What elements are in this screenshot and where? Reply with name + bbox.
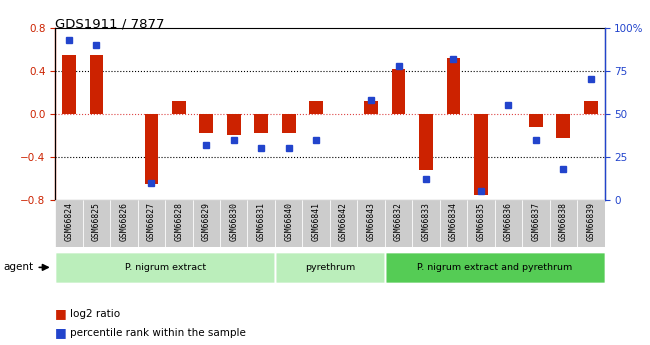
Bar xyxy=(55,252,275,283)
Text: ■: ■ xyxy=(55,307,67,321)
Text: P. nigrum extract: P. nigrum extract xyxy=(125,263,205,272)
Text: GSM66831: GSM66831 xyxy=(257,203,266,242)
Bar xyxy=(385,252,604,283)
Bar xyxy=(358,200,385,247)
Text: GSM66837: GSM66837 xyxy=(531,203,540,242)
Bar xyxy=(165,200,192,247)
Bar xyxy=(529,114,543,127)
Bar xyxy=(522,200,550,247)
Bar xyxy=(227,114,240,136)
Bar xyxy=(385,200,412,247)
Text: GDS1911 / 7877: GDS1911 / 7877 xyxy=(55,17,164,30)
Bar xyxy=(55,252,275,283)
Bar xyxy=(439,200,467,247)
Text: GSM66834: GSM66834 xyxy=(449,203,458,242)
Bar xyxy=(254,114,268,133)
Bar xyxy=(385,252,604,283)
Text: GSM66827: GSM66827 xyxy=(147,203,156,242)
Bar xyxy=(330,200,358,247)
Bar xyxy=(419,114,433,170)
Text: GSM66826: GSM66826 xyxy=(120,203,129,242)
Text: agent: agent xyxy=(3,263,33,272)
Bar xyxy=(275,252,385,283)
Text: GSM66843: GSM66843 xyxy=(367,203,376,242)
Bar xyxy=(275,252,385,283)
Bar xyxy=(192,200,220,247)
Bar xyxy=(556,114,570,138)
Text: GSM66833: GSM66833 xyxy=(421,203,430,242)
Text: GSM66840: GSM66840 xyxy=(284,203,293,242)
Bar xyxy=(200,114,213,133)
Text: GSM66832: GSM66832 xyxy=(394,203,403,242)
Bar xyxy=(138,200,165,247)
Text: GSM66842: GSM66842 xyxy=(339,203,348,242)
Text: GSM66836: GSM66836 xyxy=(504,203,513,242)
Text: GSM66825: GSM66825 xyxy=(92,203,101,242)
Bar xyxy=(144,114,158,184)
Bar xyxy=(220,200,248,247)
Bar xyxy=(550,200,577,247)
Bar xyxy=(309,101,323,114)
Bar xyxy=(275,200,302,247)
Text: GSM66838: GSM66838 xyxy=(559,203,568,242)
Bar xyxy=(248,200,275,247)
Bar xyxy=(172,101,186,114)
Text: GSM66830: GSM66830 xyxy=(229,203,239,242)
Bar xyxy=(111,200,138,247)
Bar xyxy=(90,55,103,114)
Text: pyrethrum: pyrethrum xyxy=(305,263,355,272)
Text: P. nigrum extract and pyrethrum: P. nigrum extract and pyrethrum xyxy=(417,263,572,272)
Text: GSM66828: GSM66828 xyxy=(174,203,183,242)
Text: GSM66841: GSM66841 xyxy=(311,203,320,242)
Text: log2 ratio: log2 ratio xyxy=(70,309,120,319)
Bar xyxy=(474,114,488,195)
Text: ■: ■ xyxy=(55,326,67,339)
Bar xyxy=(282,114,296,133)
Text: percentile rank within the sample: percentile rank within the sample xyxy=(70,328,246,338)
Text: GSM66839: GSM66839 xyxy=(586,203,595,242)
Bar xyxy=(83,200,110,247)
Text: GSM66829: GSM66829 xyxy=(202,203,211,242)
Bar xyxy=(62,55,76,114)
Text: GSM66824: GSM66824 xyxy=(64,203,73,242)
Bar xyxy=(577,200,605,247)
Bar xyxy=(584,101,597,114)
Bar xyxy=(392,69,406,114)
Bar xyxy=(302,200,330,247)
Bar xyxy=(55,200,83,247)
Bar xyxy=(495,200,522,247)
Bar xyxy=(447,58,460,114)
Bar xyxy=(412,200,439,247)
Text: GSM66835: GSM66835 xyxy=(476,203,486,242)
Bar xyxy=(467,200,495,247)
Bar xyxy=(364,101,378,114)
